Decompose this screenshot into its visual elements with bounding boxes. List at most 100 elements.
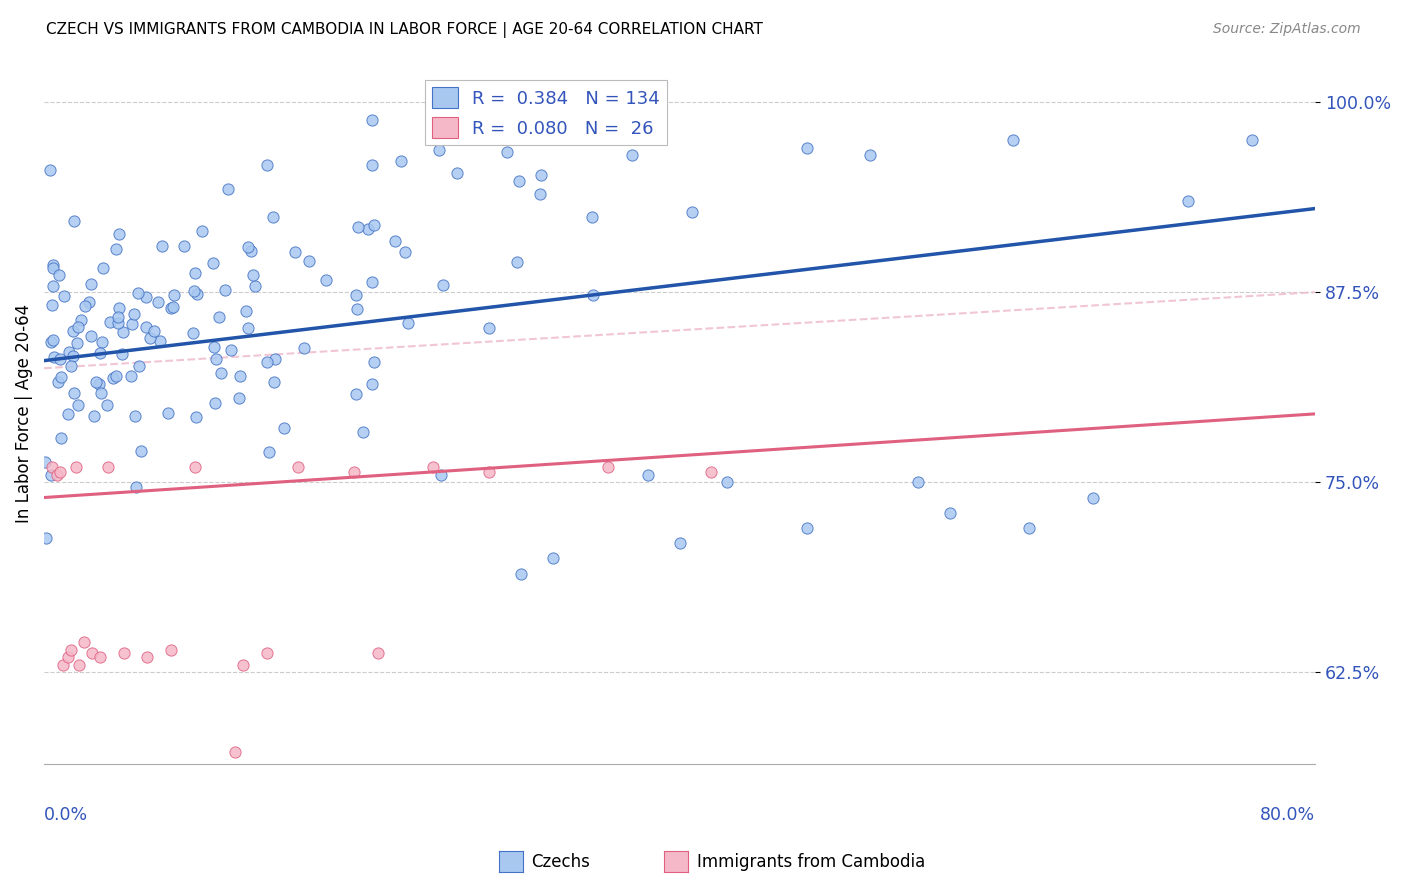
Point (242, 268, 264, 283)
Point (131, 443, 153, 458)
Point (346, 301, 368, 316)
Point (60, 642, 83, 657)
Point (34, 455, 56, 469)
Point (560, 132, 582, 146)
Point (56, 407, 79, 421)
Point (35, 531, 58, 545)
Point (66, 336, 89, 351)
Point (430, 467, 453, 482)
Point (240, 244, 263, 259)
Point (136, 650, 159, 665)
Point (80, 329, 103, 343)
Point (44, 350, 66, 364)
Point (509, 566, 531, 581)
Point (298, 253, 321, 268)
Point (907, 475, 929, 490)
Point (287, 460, 309, 475)
Point (360, 158, 382, 172)
Point (1002, 133, 1025, 147)
Point (681, 204, 703, 219)
Point (235, 304, 257, 318)
Point (478, 320, 501, 334)
Point (41, 260, 63, 275)
Point (112, 646, 135, 660)
Point (86, 375, 108, 389)
Point (39, 467, 62, 482)
Point (39, 334, 62, 349)
Point (202, 256, 225, 270)
Point (581, 210, 603, 224)
Point (352, 425, 374, 439)
Point (346, 219, 368, 234)
Point (796, 521, 818, 535)
Point (139, 331, 162, 345)
Point (389, 154, 412, 169)
Point (363, 354, 385, 368)
Y-axis label: In Labor Force | Age 20-64: In Labor Force | Age 20-64 (15, 304, 32, 524)
Point (273, 421, 295, 435)
Point (263, 375, 285, 389)
Point (80, 646, 103, 660)
Point (344, 387, 367, 401)
Text: CZECH VS IMMIGRANTS FROM CAMBODIA IN LABOR FORCE | AGE 20-64 CORRELATION CHART: CZECH VS IMMIGRANTS FROM CAMBODIA IN LAB… (46, 22, 763, 38)
Point (529, 186, 551, 201)
Point (204, 395, 226, 409)
Point (184, 266, 207, 280)
Point (108, 227, 131, 242)
Point (62, 324, 84, 338)
Point (191, 224, 214, 238)
Point (69, 313, 91, 327)
Point (224, 744, 246, 758)
Point (87, 377, 110, 392)
Point (124, 409, 146, 424)
Point (256, 646, 278, 660)
Point (73, 635, 96, 649)
Point (284, 245, 307, 260)
Point (107, 310, 129, 324)
Point (162, 300, 184, 314)
Point (39, 163, 62, 178)
Point (214, 283, 236, 297)
Point (700, 465, 723, 479)
Point (62, 385, 84, 400)
Point (160, 301, 183, 315)
Point (120, 369, 142, 384)
Point (228, 391, 250, 405)
Point (45, 467, 67, 482)
Point (163, 287, 186, 301)
Point (796, 141, 818, 155)
Text: Immigrants from Cambodia: Immigrants from Cambodia (697, 853, 925, 871)
Point (80, 277, 103, 291)
Text: Source: ZipAtlas.com: Source: ZipAtlas.com (1213, 22, 1361, 37)
Point (478, 465, 501, 479)
Point (107, 316, 129, 330)
Point (716, 475, 738, 490)
Point (67, 399, 90, 413)
Point (53, 289, 76, 303)
Point (238, 240, 260, 254)
Point (111, 347, 134, 361)
Point (149, 334, 172, 348)
Point (67, 657, 90, 672)
Point (49, 352, 72, 367)
Point (343, 465, 366, 479)
Point (1081, 491, 1104, 505)
Point (422, 460, 444, 475)
Point (292, 341, 315, 355)
Point (620, 148, 643, 162)
Point (394, 245, 416, 260)
Point (98, 315, 121, 329)
Point (257, 445, 280, 459)
Point (49, 431, 72, 445)
Point (202, 340, 225, 354)
Point (125, 480, 148, 494)
Point (256, 355, 278, 369)
Point (209, 366, 232, 380)
Point (90, 386, 112, 401)
Text: 0.0%: 0.0% (44, 806, 89, 824)
Point (41, 460, 63, 475)
Point (42, 279, 65, 293)
Point (62, 350, 84, 364)
Point (150, 239, 173, 253)
Point (90, 334, 112, 349)
